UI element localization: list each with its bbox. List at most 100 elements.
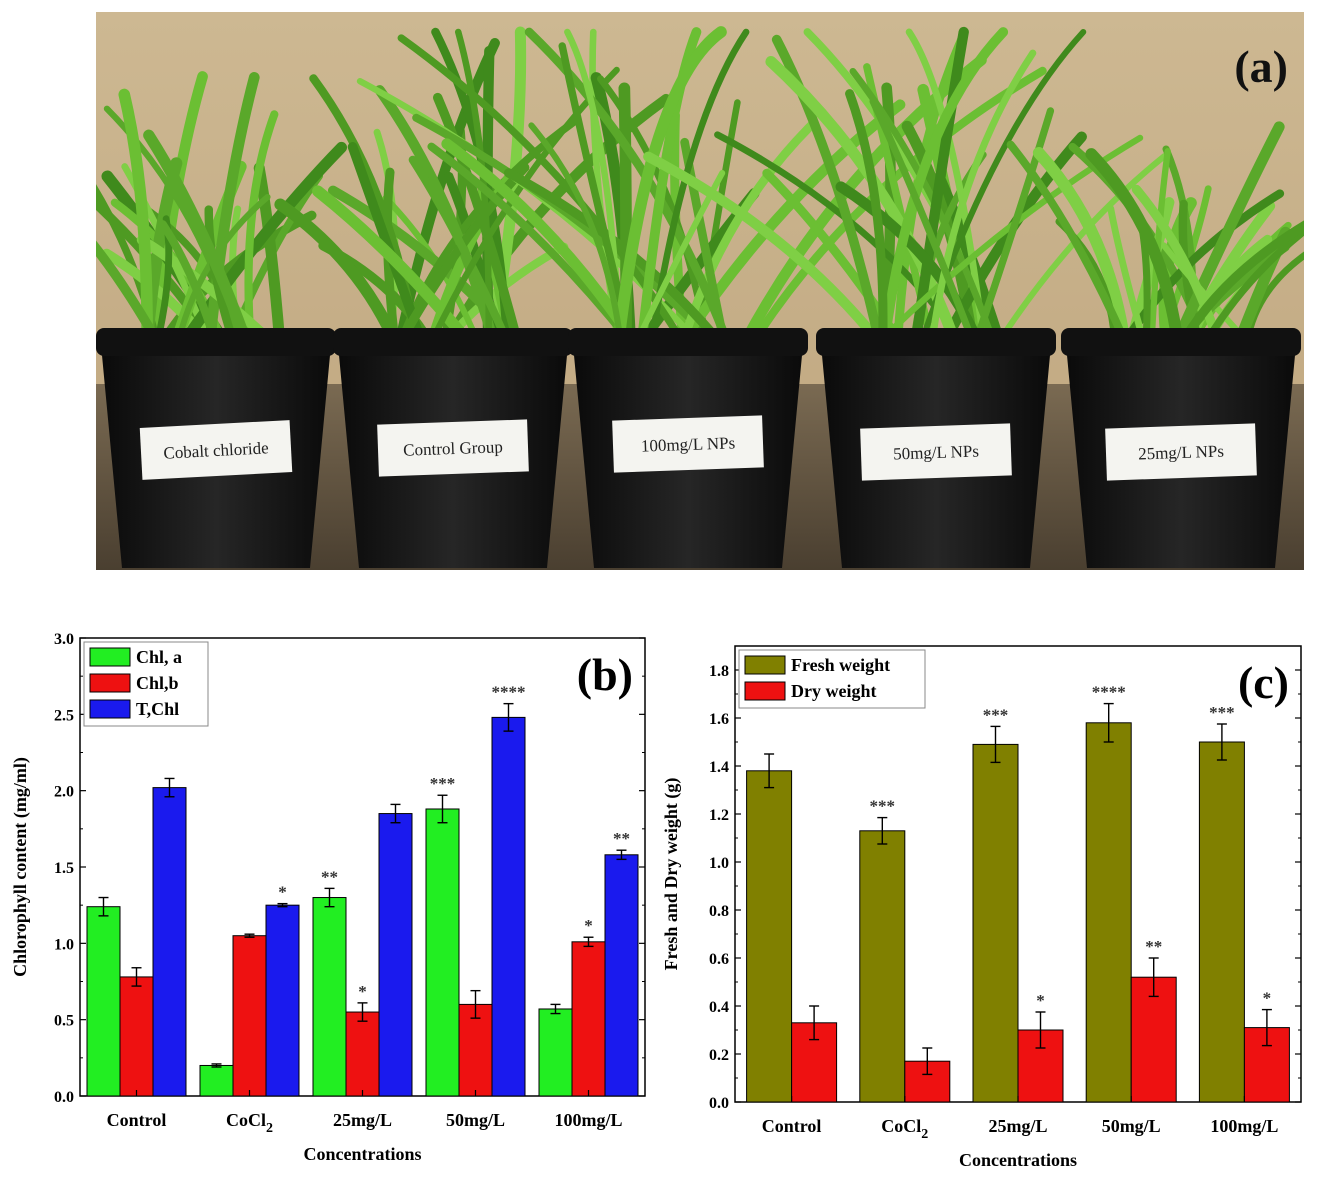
legend-label: Chl,b [136,673,179,693]
plant-pots-photo: Cobalt chloride Control Group 100mg/L NPs 5… [96,12,1304,570]
bar [859,830,906,1103]
leaf [869,97,977,346]
leaf [972,107,1055,346]
leaf [1136,215,1151,346]
leaf [1171,121,1285,348]
leaf [636,27,702,347]
y-tick-label: 0.0 [709,1095,729,1112]
significance-stars: ** [321,867,338,886]
leaf [677,99,906,348]
leaf [643,151,885,348]
y-tick-label: 2.0 [54,784,74,801]
leaf [879,27,1009,347]
leaf [503,168,725,347]
y-tick-label: 1.0 [54,936,74,953]
y-tick-label: 0.0 [54,1089,74,1106]
x-tick-label: 50mg/L [446,1110,505,1130]
legend-label: Dry weight [791,681,876,701]
leaf [118,88,153,348]
legend-label: Chl, a [136,647,182,667]
leaf [1006,140,1130,346]
pot-label: Control Group [377,419,529,477]
y-tick-label: 0.8 [709,903,729,920]
x-tick-label: 25mg/L [333,1110,392,1130]
leaf [1202,226,1304,346]
bar [199,1064,234,1097]
y-tick-label: 3.0 [54,631,74,648]
x-tick-subscript: 2 [921,1127,928,1142]
pot-label-text: 25mg/L NPs [1138,442,1224,464]
legend-swatch [89,647,131,667]
significance-stars: * [1263,989,1272,1008]
significance-stars: ** [1145,937,1162,956]
pot-label: Cobalt chloride [139,420,293,480]
leaf [244,110,279,347]
leaf [1131,184,1223,347]
x-tick-label: 50mg/L [1102,1116,1161,1136]
leaf [910,26,969,348]
x-tick-label: CoCl2 [226,1110,273,1136]
bar [119,976,154,1097]
panel-label: (c) [1238,657,1289,708]
bar [746,770,793,1103]
bar [972,743,1019,1103]
bar [265,904,300,1097]
y-tick-label: 2.5 [54,707,74,724]
y-tick-label: 1.6 [709,711,729,728]
significance-stars: * [278,883,287,902]
leaf [96,240,163,347]
x-tick-subscript: 2 [266,1121,273,1136]
bar [1085,722,1132,1103]
bar [571,941,606,1097]
pot-label-card [139,420,293,480]
y-tick-label: 0.6 [709,951,729,968]
legend-label: T,Chl [136,699,179,719]
pot-label-card [1105,423,1257,481]
x-tick-label: 100mg/L [554,1110,622,1130]
chlorophyll-chart: 0.00.51.01.52.02.53.0Control*CoCl2***25m… [10,631,646,1164]
bar [1243,1027,1290,1103]
leaf [274,198,401,348]
bar [345,1011,380,1097]
leaf [408,155,512,347]
y-tick-label: 1.8 [709,663,729,680]
bar [425,808,460,1097]
significance-stars: * [584,916,593,935]
pot-label-card [377,419,529,477]
bar [152,787,187,1097]
legend-label: Fresh weight [791,655,890,675]
leaf [374,85,499,348]
pot-label-text: Control Group [403,437,503,459]
x-tick-label: Control [762,1116,822,1136]
x-tick-label: 100mg/L [1210,1116,1278,1136]
y-axis-label: Chlorophyll content (mg/ml) [10,757,31,977]
leaf [427,142,635,346]
pot-rim [333,328,573,356]
x-tick-label: Control [107,1110,167,1130]
bar [1198,741,1245,1103]
y-tick-label: 1.0 [709,855,729,872]
pot-label: 25mg/L NPs [1105,423,1257,481]
pot-label-text: 100mg/L NPs [641,433,736,455]
x-axis-label: Concentrations [304,1144,422,1164]
bar [538,1008,573,1097]
x-tick-label: CoCl2 [881,1116,928,1142]
y-axis-label: Fresh and Dry weight (g) [661,778,682,971]
bar [1130,976,1177,1103]
significance-stars: *** [983,705,1009,724]
pot-rim [96,328,336,356]
significance-stars: * [1036,991,1045,1010]
leaf [1178,220,1304,347]
pot-rim [1061,328,1301,356]
legend-swatch [89,673,131,693]
leaf [253,162,286,348]
bar [491,716,526,1097]
legend: Fresh weight Dry weight [738,649,926,709]
y-tick-label: 1.4 [709,759,729,776]
leaf [143,129,253,348]
panel-label: (b) [577,649,633,700]
pot-rim [568,328,808,356]
bar [604,854,639,1097]
weight-chart: 0.00.20.40.60.81.01.21.41.61.8Control***… [661,645,1302,1170]
bar [232,935,267,1097]
